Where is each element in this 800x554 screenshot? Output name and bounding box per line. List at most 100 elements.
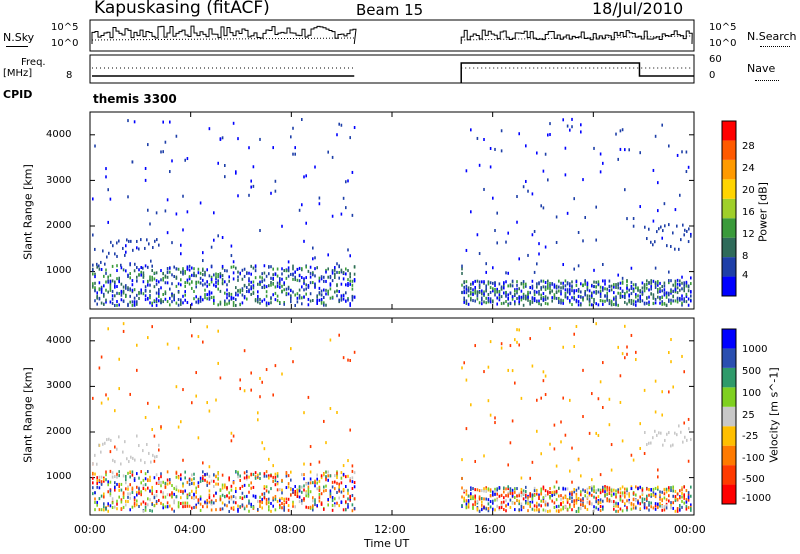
velocity-heatmap-cell [641, 500, 644, 504]
velocity-heatmap-cell [235, 501, 237, 505]
velocity-heatmap-cell [287, 508, 290, 512]
power-heatmap-cell [353, 295, 356, 299]
velocity-heatmap-cell [628, 500, 631, 504]
power-heatmap-cell [630, 266, 633, 270]
power-heatmap-cell [237, 293, 239, 297]
power-heatmap-cell [613, 283, 615, 287]
power-heatmap-cell [582, 284, 584, 288]
power-heatmap-cell [542, 279, 545, 283]
velocity-heatmap-cell [237, 475, 239, 479]
power-heatmap-cell [681, 150, 683, 154]
velocity-heatmap-cell [199, 476, 202, 480]
power-heatmap-cell [318, 202, 321, 206]
power-heatmap-cell [338, 264, 340, 268]
velocity-heatmap-cell [619, 491, 622, 495]
velocity-heatmap-cell [217, 471, 219, 475]
power-heatmap-cell [105, 300, 107, 304]
power-heatmap-cell [241, 289, 244, 293]
velocity-heatmap-cell [125, 474, 127, 478]
power-heatmap-cell [492, 281, 494, 285]
velocity-heatmap-cell [566, 500, 569, 504]
velocity-heatmap-cell [173, 492, 175, 496]
power-heatmap-cell [615, 300, 617, 304]
power-heatmap-cell [580, 290, 582, 294]
power-heatmap-cell [569, 299, 571, 303]
velocity-heatmap-cell [206, 505, 208, 509]
power-heatmap-cell [149, 301, 151, 305]
velocity-heatmap-cell [681, 499, 683, 503]
power-heatmap-cell [166, 267, 169, 271]
velocity-heatmap-cell [259, 504, 261, 508]
velocity-heatmap-cell [500, 494, 503, 498]
power-heatmap-cell [494, 283, 496, 287]
velocity-heatmap-cell [329, 495, 332, 499]
power-heatmap-cell [630, 280, 633, 284]
power-heatmap-cell [573, 267, 576, 271]
velocity-heatmap-cell [151, 492, 153, 496]
power-heatmap-cell [577, 230, 580, 234]
velocity-heatmap-cell [353, 350, 356, 354]
velocity-heatmap-cell [193, 496, 195, 500]
power-heatmap-cell [564, 288, 567, 292]
velocity-heatmap-cell [492, 493, 494, 497]
velocity-heatmap-cell [544, 509, 547, 513]
velocity-heatmap-cell [658, 431, 660, 435]
velocity-colorbar-seg-4 [722, 406, 736, 427]
velocity-heatmap-cell [272, 498, 274, 502]
velocity-heatmap-cell [232, 434, 235, 438]
power-heatmap-cell [94, 281, 96, 285]
velocity-heatmap-cell [122, 491, 125, 495]
velocity-heatmap-cell [331, 498, 334, 502]
velocity-heatmap-cell [503, 486, 505, 490]
velocity-heatmap-cell [560, 503, 562, 507]
velocity-heatmap-cell [239, 474, 241, 478]
power-heatmap-cell [560, 298, 562, 302]
velocity-heatmap-cell [323, 507, 325, 511]
velocity-heatmap-cell [182, 501, 184, 505]
velocity-heatmap-cell [626, 499, 628, 503]
power-heatmap-cell [478, 163, 481, 167]
velocity-heatmap-cell [323, 419, 325, 423]
power-heatmap-cell [663, 293, 666, 297]
velocity-heatmap-cell [230, 439, 233, 443]
power-heatmap-cell [489, 281, 492, 285]
velocity-heatmap-cell [230, 431, 233, 435]
velocity-heatmap-cell [124, 440, 126, 444]
power-heatmap-cell [338, 298, 340, 302]
power-heatmap-cell [155, 300, 158, 304]
velocity-heatmap-cell [122, 450, 124, 454]
power-heatmap-cell [505, 280, 507, 284]
power-heatmap-cell [624, 148, 626, 152]
velocity-heatmap-cell [107, 397, 109, 401]
velocity-heatmap-cell [571, 446, 573, 450]
velocity-cbar-tick-1000: 1000 [742, 344, 768, 355]
power-heatmap-cell [670, 301, 672, 305]
velocity-heatmap-cell [283, 505, 285, 509]
power-heatmap-cell [652, 293, 655, 297]
power-heatmap-cell [316, 300, 318, 304]
velocity-heatmap-cell [599, 509, 602, 513]
velocity-heatmap-cell [656, 433, 658, 437]
power-heatmap-cell [292, 264, 294, 268]
velocity-heatmap-cell [171, 484, 173, 488]
velocity-heatmap-cell [646, 443, 648, 447]
power-heatmap-cell [116, 241, 118, 245]
velocity-heatmap-cell [193, 481, 195, 485]
nave-label: Nave [747, 62, 776, 75]
velocity-heatmap-cell [162, 503, 164, 507]
velocity-heatmap-cell [318, 485, 321, 489]
power-heatmap-cell [654, 281, 657, 285]
velocity-heatmap-cell [279, 503, 281, 507]
power-heatmap-cell [690, 276, 692, 280]
power-heatmap-cell [109, 280, 112, 284]
velocity-heatmap-cell [191, 482, 193, 486]
power-heatmap-cell [467, 294, 470, 298]
power-heatmap-cell [659, 290, 661, 294]
velocity-heatmap-cell [125, 499, 127, 503]
velocity-heatmap-cell [331, 480, 334, 484]
power-heatmap-cell [586, 297, 589, 301]
power-heatmap-cell [184, 298, 186, 302]
power-heatmap-cell [268, 265, 270, 269]
velocity-heatmap-cell [558, 486, 560, 490]
power-heatmap-cell [265, 285, 268, 289]
